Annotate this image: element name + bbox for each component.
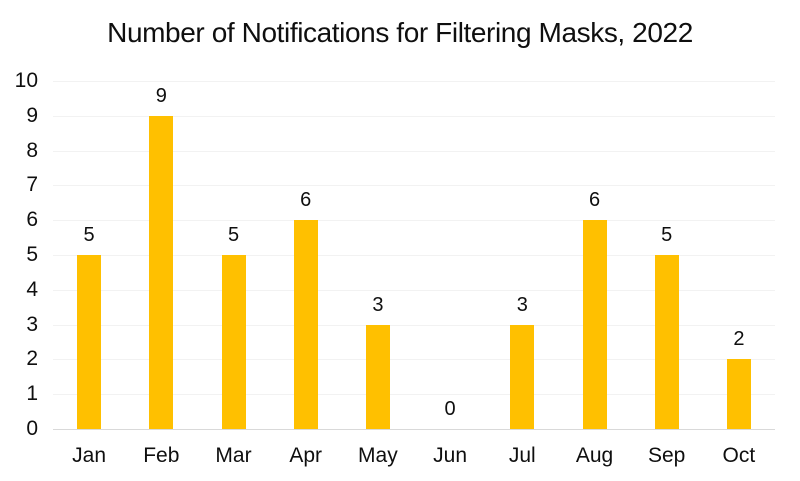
x-axis-category-label: Jun [433, 444, 468, 467]
x-axis-category-label: Feb [143, 444, 180, 467]
chart-title: Number of Notifications for Filtering Ma… [107, 17, 693, 48]
bar-apr [293, 220, 318, 429]
bar-oct [726, 359, 751, 429]
y-axis-tick-label: 0 [26, 417, 38, 440]
bar-value-label: 6 [588, 189, 601, 211]
gridline [53, 185, 775, 187]
gridline [53, 394, 775, 396]
bar-value-label: 2 [733, 328, 745, 350]
bar-sep [654, 255, 679, 429]
y-axis-tick-label: 8 [26, 138, 38, 162]
bar-value-label: 5 [227, 224, 240, 246]
bar-aug [582, 220, 607, 429]
y-axis-tick-label: 4 [26, 277, 38, 301]
y-axis-tick-label: 1 [26, 382, 38, 406]
x-axis-line [53, 429, 775, 430]
bar-mar [221, 255, 246, 429]
y-axis-tick-label: 9 [26, 103, 38, 127]
gridline [53, 150, 775, 152]
bar-value-label: 5 [83, 224, 95, 246]
x-axis-category-label: May [358, 444, 398, 467]
bar-feb [149, 116, 174, 429]
gridline [53, 289, 775, 291]
y-axis-tick-label: 3 [26, 312, 38, 336]
bar-jan [77, 255, 102, 429]
x-axis-category-label: Jan [72, 444, 107, 467]
gridline [53, 220, 775, 222]
x-axis-category-label: Jul [508, 444, 536, 467]
x-axis-category-label: Apr [289, 444, 323, 467]
gridline [53, 115, 775, 117]
bar-jul [510, 325, 535, 429]
x-axis-category-label: Sep [648, 444, 686, 467]
y-axis-tick-label: 2 [26, 347, 38, 371]
gridline [53, 324, 775, 326]
bar-value-label: 3 [516, 294, 528, 316]
y-axis-tick-label: 7 [26, 173, 38, 197]
gridline [53, 81, 775, 82]
gridline [53, 255, 775, 256]
x-axis-category-label: Mar [215, 444, 252, 467]
bar-value-label: 0 [444, 398, 456, 420]
bar-may [365, 325, 390, 429]
x-axis-category-label: Aug [575, 444, 614, 467]
gridline [53, 359, 775, 361]
bar-value-label: 3 [372, 294, 384, 316]
bar-value-label: 9 [155, 85, 167, 107]
y-axis-tick-label: 10 [14, 69, 38, 92]
x-axis-category-label: Oct [722, 444, 756, 467]
y-axis-tick-label: 5 [26, 243, 38, 266]
bar-value-label: 5 [661, 224, 673, 246]
bar-value-label: 6 [300, 189, 312, 211]
y-axis-tick-label: 6 [26, 208, 38, 232]
